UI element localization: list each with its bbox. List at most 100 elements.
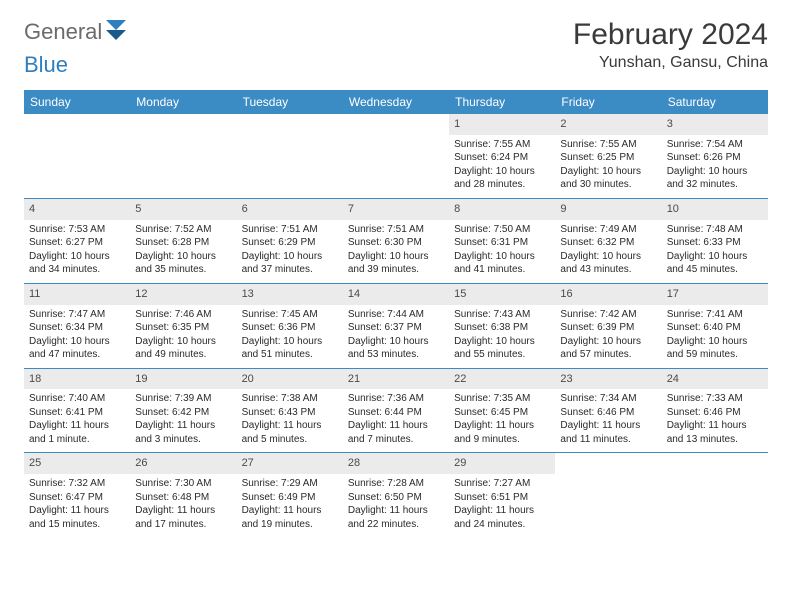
daylight-text: Daylight: 10 hours and 49 minutes. [135,335,231,362]
daylight-text: Daylight: 11 hours and 13 minutes. [667,419,763,446]
week-row: 1Sunrise: 7:55 AMSunset: 6:24 PMDaylight… [24,114,768,198]
day-number: 29 [449,453,555,474]
day-cell: 12Sunrise: 7:46 AMSunset: 6:35 PMDayligh… [130,284,236,368]
sunrise-text: Sunrise: 7:49 AM [560,223,656,237]
day-cell: 28Sunrise: 7:28 AMSunset: 6:50 PMDayligh… [343,453,449,537]
sunrise-text: Sunrise: 7:44 AM [348,308,444,322]
day-body: Sunrise: 7:40 AMSunset: 6:41 PMDaylight:… [24,389,130,452]
sunrise-text: Sunrise: 7:29 AM [242,477,338,491]
sunrise-text: Sunrise: 7:41 AM [667,308,763,322]
day-body: Sunrise: 7:39 AMSunset: 6:42 PMDaylight:… [130,389,236,452]
brand-logo: General [24,18,134,45]
sunrise-text: Sunrise: 7:47 AM [29,308,125,322]
sunset-text: Sunset: 6:41 PM [29,406,125,420]
daylight-text: Daylight: 11 hours and 17 minutes. [135,504,231,531]
daylight-text: Daylight: 11 hours and 11 minutes. [560,419,656,446]
day-cell: 23Sunrise: 7:34 AMSunset: 6:46 PMDayligh… [555,369,661,453]
day-cell: 7Sunrise: 7:51 AMSunset: 6:30 PMDaylight… [343,199,449,283]
daylight-text: Daylight: 10 hours and 30 minutes. [560,165,656,192]
day-body: Sunrise: 7:55 AMSunset: 6:24 PMDaylight:… [449,135,555,198]
sunset-text: Sunset: 6:37 PM [348,321,444,335]
day-number: 11 [24,284,130,305]
day-body: Sunrise: 7:29 AMSunset: 6:49 PMDaylight:… [237,474,343,537]
day-body: Sunrise: 7:53 AMSunset: 6:27 PMDaylight:… [24,220,130,283]
day-number: 23 [555,369,661,390]
flag-icon [104,18,132,45]
day-number: 10 [662,199,768,220]
sunrise-text: Sunrise: 7:45 AM [242,308,338,322]
day-cell: 15Sunrise: 7:43 AMSunset: 6:38 PMDayligh… [449,284,555,368]
day-number: 8 [449,199,555,220]
daylight-text: Daylight: 10 hours and 55 minutes. [454,335,550,362]
day-number: 17 [662,284,768,305]
day-number: 24 [662,369,768,390]
sunset-text: Sunset: 6:44 PM [348,406,444,420]
daylight-text: Daylight: 10 hours and 39 minutes. [348,250,444,277]
daylight-text: Daylight: 11 hours and 15 minutes. [29,504,125,531]
sunset-text: Sunset: 6:27 PM [29,236,125,250]
day-body: Sunrise: 7:45 AMSunset: 6:36 PMDaylight:… [237,305,343,368]
day-body: Sunrise: 7:36 AMSunset: 6:44 PMDaylight:… [343,389,449,452]
day-cell-empty [237,114,343,198]
day-cell: 11Sunrise: 7:47 AMSunset: 6:34 PMDayligh… [24,284,130,368]
day-number: 4 [24,199,130,220]
sunset-text: Sunset: 6:46 PM [667,406,763,420]
day-number: 6 [237,199,343,220]
sunrise-text: Sunrise: 7:55 AM [454,138,550,152]
day-number: 18 [24,369,130,390]
day-cell: 27Sunrise: 7:29 AMSunset: 6:49 PMDayligh… [237,453,343,537]
day-number: 12 [130,284,236,305]
sunrise-text: Sunrise: 7:51 AM [242,223,338,237]
daylight-text: Daylight: 11 hours and 7 minutes. [348,419,444,446]
sunset-text: Sunset: 6:47 PM [29,491,125,505]
sunrise-text: Sunrise: 7:32 AM [29,477,125,491]
week-row: 4Sunrise: 7:53 AMSunset: 6:27 PMDaylight… [24,198,768,283]
day-cell: 20Sunrise: 7:38 AMSunset: 6:43 PMDayligh… [237,369,343,453]
day-body: Sunrise: 7:34 AMSunset: 6:46 PMDaylight:… [555,389,661,452]
sunset-text: Sunset: 6:30 PM [348,236,444,250]
daylight-text: Daylight: 10 hours and 37 minutes. [242,250,338,277]
day-cell-empty [24,114,130,198]
day-body: Sunrise: 7:46 AMSunset: 6:35 PMDaylight:… [130,305,236,368]
day-number: 19 [130,369,236,390]
day-body: Sunrise: 7:33 AMSunset: 6:46 PMDaylight:… [662,389,768,452]
daylight-text: Daylight: 11 hours and 24 minutes. [454,504,550,531]
daylight-text: Daylight: 10 hours and 53 minutes. [348,335,444,362]
day-cell: 18Sunrise: 7:40 AMSunset: 6:41 PMDayligh… [24,369,130,453]
day-body: Sunrise: 7:44 AMSunset: 6:37 PMDaylight:… [343,305,449,368]
day-cell: 21Sunrise: 7:36 AMSunset: 6:44 PMDayligh… [343,369,449,453]
daylight-text: Daylight: 10 hours and 32 minutes. [667,165,763,192]
sunset-text: Sunset: 6:48 PM [135,491,231,505]
day-body: Sunrise: 7:38 AMSunset: 6:43 PMDaylight:… [237,389,343,452]
day-body: Sunrise: 7:27 AMSunset: 6:51 PMDaylight:… [449,474,555,537]
day-body: Sunrise: 7:30 AMSunset: 6:48 PMDaylight:… [130,474,236,537]
sunrise-text: Sunrise: 7:28 AM [348,477,444,491]
day-cell: 25Sunrise: 7:32 AMSunset: 6:47 PMDayligh… [24,453,130,537]
day-number: 16 [555,284,661,305]
day-body: Sunrise: 7:51 AMSunset: 6:30 PMDaylight:… [343,220,449,283]
day-body: Sunrise: 7:49 AMSunset: 6:32 PMDaylight:… [555,220,661,283]
sunrise-text: Sunrise: 7:35 AM [454,392,550,406]
calendar-page: General February 2024 Yunshan, Gansu, Ch… [0,0,792,555]
daylight-text: Daylight: 10 hours and 43 minutes. [560,250,656,277]
day-cell-empty [130,114,236,198]
day-number: 5 [130,199,236,220]
day-number: 9 [555,199,661,220]
sunrise-text: Sunrise: 7:52 AM [135,223,231,237]
day-body: Sunrise: 7:41 AMSunset: 6:40 PMDaylight:… [662,305,768,368]
sunset-text: Sunset: 6:28 PM [135,236,231,250]
day-cell: 9Sunrise: 7:49 AMSunset: 6:32 PMDaylight… [555,199,661,283]
day-number: 14 [343,284,449,305]
day-cell: 29Sunrise: 7:27 AMSunset: 6:51 PMDayligh… [449,453,555,537]
day-body: Sunrise: 7:54 AMSunset: 6:26 PMDaylight:… [662,135,768,198]
sunrise-text: Sunrise: 7:55 AM [560,138,656,152]
sunset-text: Sunset: 6:26 PM [667,151,763,165]
weekday-thursday: Thursday [449,90,555,114]
daylight-text: Daylight: 11 hours and 3 minutes. [135,419,231,446]
day-cell: 2Sunrise: 7:55 AMSunset: 6:25 PMDaylight… [555,114,661,198]
day-number: 7 [343,199,449,220]
sunset-text: Sunset: 6:29 PM [242,236,338,250]
sunset-text: Sunset: 6:34 PM [29,321,125,335]
sunset-text: Sunset: 6:32 PM [560,236,656,250]
brand-name-part1: General [24,19,102,45]
